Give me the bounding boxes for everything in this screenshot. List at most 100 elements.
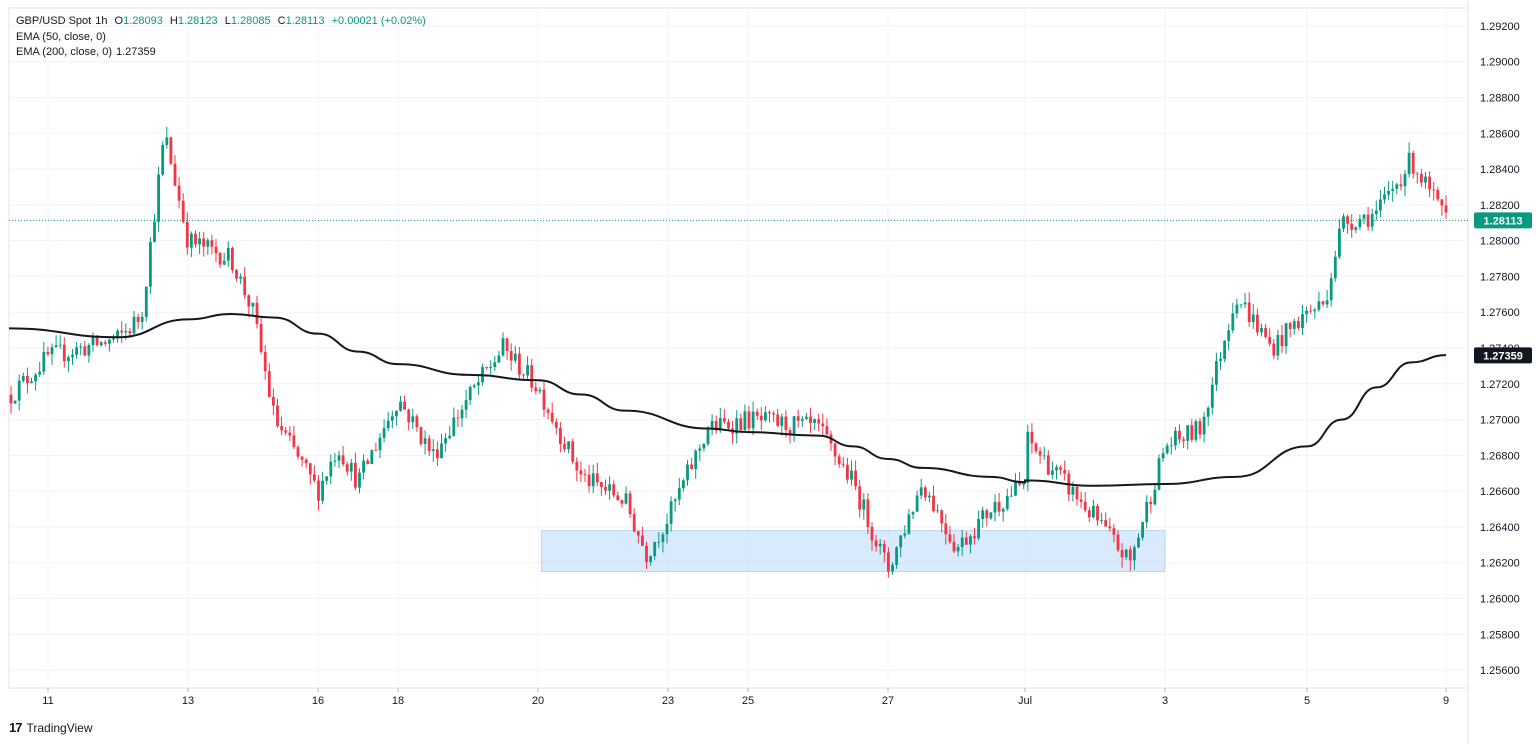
candle xyxy=(313,465,316,483)
candle xyxy=(665,513,669,544)
candle xyxy=(1420,168,1423,188)
symbol-name[interactable]: GBP/USD Spot xyxy=(16,15,92,27)
time-tick-label: 27 xyxy=(882,695,894,707)
candle xyxy=(1243,293,1247,309)
candle xyxy=(1010,486,1013,497)
candle xyxy=(50,343,54,365)
candle xyxy=(850,460,853,486)
candle xyxy=(1055,464,1058,480)
candle xyxy=(83,340,87,357)
time-axis[interactable]: 11 13 16 18 20 23 25 27 Jul 3 5 9 xyxy=(42,688,1449,707)
candle xyxy=(1079,491,1083,509)
candle xyxy=(661,532,665,553)
close-label: C1.28113 xyxy=(278,15,325,27)
candle xyxy=(185,212,189,255)
candle xyxy=(669,496,673,532)
candle xyxy=(1096,503,1099,526)
candle xyxy=(292,425,296,450)
candle xyxy=(546,407,550,420)
open-key: O xyxy=(114,15,124,27)
price-tick-label: 1.28200 xyxy=(1480,200,1520,212)
candle xyxy=(690,457,693,470)
candle xyxy=(255,295,259,329)
tradingview-brand[interactable]: 17 TradingView xyxy=(9,720,93,735)
candle xyxy=(825,418,829,436)
candle xyxy=(1153,485,1157,506)
last-price-label: 1.28113 xyxy=(1474,212,1532,229)
candle xyxy=(1251,304,1255,329)
candle xyxy=(1354,226,1358,234)
time-tick-label: 16 xyxy=(312,695,324,707)
candle xyxy=(1387,180,1390,200)
candle xyxy=(1178,424,1181,444)
candle xyxy=(993,494,997,522)
candle xyxy=(136,313,140,329)
candle xyxy=(928,491,931,503)
candle xyxy=(694,448,698,479)
candle xyxy=(505,337,509,360)
candle xyxy=(559,421,562,453)
candle xyxy=(698,444,702,462)
candle xyxy=(817,413,821,432)
candle xyxy=(1194,419,1198,443)
candle xyxy=(846,457,849,484)
candle xyxy=(87,343,91,363)
candle xyxy=(940,509,944,533)
ema-200-line xyxy=(8,312,1447,487)
brand-name: TradingView xyxy=(26,720,93,735)
candle xyxy=(534,382,538,395)
candle xyxy=(604,479,607,495)
low-key: L xyxy=(224,15,231,27)
candle xyxy=(952,533,956,553)
candle xyxy=(1301,304,1304,336)
candle xyxy=(366,458,370,465)
candle xyxy=(75,342,78,359)
candle xyxy=(567,441,570,454)
candle xyxy=(1370,208,1374,232)
candle xyxy=(571,438,575,465)
candle xyxy=(858,480,862,518)
candle xyxy=(1182,436,1185,449)
candle xyxy=(190,231,193,258)
candle xyxy=(1100,512,1103,525)
candle xyxy=(317,475,320,511)
candle xyxy=(1075,486,1079,506)
chart-legend: GBP/USD Spot 1h O1.28093 H1.28123 L1.2808… xyxy=(16,14,430,61)
candle xyxy=(448,426,452,440)
time-tick-label: 25 xyxy=(742,695,754,707)
candle xyxy=(226,241,230,267)
ema200-value: 1.27359 xyxy=(116,46,156,58)
candle xyxy=(1317,291,1321,312)
candle xyxy=(403,395,406,410)
candle xyxy=(743,404,747,433)
time-tick-label: 20 xyxy=(532,695,544,707)
candle xyxy=(1133,544,1136,570)
candle xyxy=(899,534,903,558)
price-tick-label: 1.26800 xyxy=(1480,450,1520,462)
candle xyxy=(358,468,361,494)
candle xyxy=(231,246,234,274)
time-tick-label: 3 xyxy=(1162,695,1168,707)
candle xyxy=(267,363,271,398)
candle xyxy=(99,341,103,347)
candle xyxy=(997,492,1001,516)
candle xyxy=(1137,533,1140,549)
candle xyxy=(776,408,780,428)
high-value: 1.28123 xyxy=(177,15,218,27)
candle xyxy=(1223,340,1226,363)
ema200-label[interactable]: EMA (200, close, 0) xyxy=(16,46,112,58)
candle xyxy=(370,449,374,465)
ema50-label[interactable]: EMA (50, close, 0) xyxy=(16,30,106,43)
candle xyxy=(624,486,628,505)
candle xyxy=(1149,496,1153,514)
candle xyxy=(1350,214,1354,238)
candle xyxy=(280,416,283,436)
candle xyxy=(1424,171,1427,189)
candle xyxy=(112,334,115,343)
candle xyxy=(522,373,525,379)
svg-text:1.27359: 1.27359 xyxy=(1483,350,1523,362)
candle xyxy=(501,332,505,357)
candle xyxy=(71,349,74,365)
price-axis[interactable]: 1.29200 1.29000 1.28800 1.28600 1.28400 1.282… xyxy=(1480,21,1520,677)
